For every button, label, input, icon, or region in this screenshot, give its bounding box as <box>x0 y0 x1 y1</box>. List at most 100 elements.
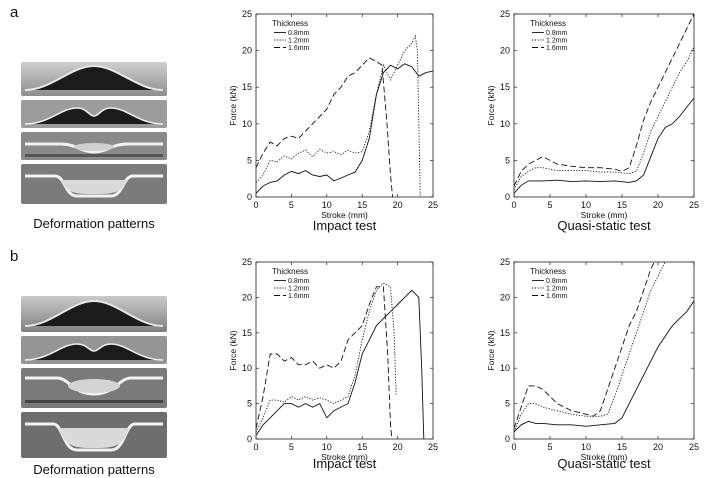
plot-frame <box>513 13 695 198</box>
y-tick-label: 20 <box>242 292 252 302</box>
impact-test-chart-a: 0 5 10 15 20 25 0 5 10 15 20 25 Stroke (mm) Force (kN… <box>228 9 438 233</box>
x-tick-label: 15 <box>617 200 627 210</box>
x-tick-label: 15 <box>617 442 627 452</box>
x-axis-label: Stroke (mm) <box>581 452 628 462</box>
x-tick-label: 5 <box>547 442 552 452</box>
chart-caption: Quasi-static test <box>557 218 651 233</box>
photo-b1 <box>21 296 167 332</box>
legend-entry: 1.2mm <box>546 286 568 293</box>
legend-entry: 1.6mm <box>546 293 568 300</box>
photo-b4 <box>21 412 167 458</box>
legend-title: Thickness <box>530 267 566 276</box>
photo-a2 <box>21 100 167 128</box>
legend-entry: 0.8mm <box>546 278 568 285</box>
y-tick-label: 20 <box>500 46 510 56</box>
legend-title: Thickness <box>272 267 308 276</box>
y-tick-label: 20 <box>242 46 252 56</box>
legend-entry: 1.2mm <box>546 38 568 45</box>
plot-frame <box>513 261 695 440</box>
x-tick-label: 15 <box>357 442 367 452</box>
y-tick-label: 25 <box>242 257 252 267</box>
x-tick-label: 20 <box>653 200 663 210</box>
legend-entry: 1.6mm <box>546 45 568 52</box>
photo-a1 <box>21 62 167 96</box>
y-tick-label: 15 <box>242 328 252 338</box>
plot-frame <box>255 261 434 440</box>
x-tick-label: 25 <box>689 200 699 210</box>
y-tick-label: 0 <box>505 192 510 202</box>
x-axis-label: Stroke (mm) <box>321 452 368 462</box>
y-tick-label: 15 <box>500 82 510 92</box>
series-line-1-2mm <box>256 34 421 197</box>
panel-letter-a: a <box>10 4 19 21</box>
x-tick-label: 10 <box>322 442 332 452</box>
x-tick-label: 25 <box>428 200 438 210</box>
x-tick-label: 20 <box>653 442 663 452</box>
deformation-photos-a <box>21 62 167 204</box>
x-tick-label: 25 <box>428 442 438 452</box>
plot-frame <box>255 13 434 198</box>
y-tick-label: 10 <box>500 119 510 129</box>
x-tick-label: 0 <box>511 442 516 452</box>
chart-caption: Impact test <box>313 218 377 233</box>
x-tick-label: 0 <box>253 442 258 452</box>
y-tick-label: 20 <box>500 292 510 302</box>
x-tick-label: 10 <box>581 442 591 452</box>
y-tick-label: 15 <box>242 82 252 92</box>
series-line-1-6mm <box>514 14 694 187</box>
x-tick-label: 10 <box>322 200 332 210</box>
y-tick-label: 10 <box>500 363 510 373</box>
x-tick-label: 20 <box>393 200 403 210</box>
chart-caption: Impact test <box>313 456 377 471</box>
y-tick-label: 5 <box>247 155 252 165</box>
legend-entry: 1.2mm <box>288 38 310 45</box>
y-tick-label: 5 <box>505 155 510 165</box>
y-tick-label: 15 <box>500 328 510 338</box>
y-tick-label: 10 <box>242 363 252 373</box>
y-axis-label: Force (kN) <box>486 330 496 370</box>
y-axis-label: Force (kN) <box>486 85 496 125</box>
photos-caption-b: Deformation patterns <box>33 462 155 477</box>
y-tick-label: 5 <box>247 399 252 409</box>
legend-title: Thickness <box>530 19 566 28</box>
x-tick-label: 5 <box>289 442 294 452</box>
series-line-1-6mm <box>256 286 393 439</box>
panel-letter-b: b <box>10 248 19 265</box>
legend-title: Thickness <box>272 19 308 28</box>
photo-a4 <box>21 164 167 204</box>
deformation-photos-b <box>21 296 167 458</box>
impact-test-chart-b: 0 5 10 15 20 25 0 5 10 15 20 25 Stroke (mm) Force (kN… <box>228 257 438 471</box>
photo-a3 <box>21 132 167 160</box>
series-line-1-6mm <box>256 57 394 197</box>
y-tick-label: 0 <box>505 434 510 444</box>
series-line-1-2mm <box>256 282 397 433</box>
series-line-0-8mm <box>514 97 694 194</box>
x-axis-label: Stroke (mm) <box>581 210 628 220</box>
y-tick-label: 25 <box>242 9 252 19</box>
x-tick-label: 25 <box>689 442 699 452</box>
y-tick-label: 10 <box>242 119 252 129</box>
x-axis-label: Stroke (mm) <box>321 210 368 220</box>
y-tick-label: 0 <box>247 192 252 202</box>
y-axis-label: Force (kN) <box>228 85 238 125</box>
photo-b3 <box>21 368 167 408</box>
y-tick-label: 0 <box>247 434 252 444</box>
x-tick-label: 0 <box>511 200 516 210</box>
series-line-1-2mm <box>514 262 666 433</box>
legend-entry: 1.6mm <box>288 293 310 300</box>
chart-caption: Quasi-static test <box>557 456 651 471</box>
legend-entry: 0.8mm <box>546 30 568 37</box>
series-line-0-8mm <box>514 300 694 433</box>
y-tick-label: 25 <box>500 9 510 19</box>
legend-entry: 0.8mm <box>288 30 310 37</box>
photo-b2 <box>21 336 167 364</box>
quasi-static-test-chart-a: 0 5 10 15 20 25 0 5 10 15 20 25 Stroke (mm) Force (kN… <box>486 9 699 233</box>
x-tick-label: 15 <box>357 200 367 210</box>
x-tick-label: 5 <box>547 200 552 210</box>
x-tick-label: 10 <box>581 200 591 210</box>
series-line-0-8mm <box>256 289 425 439</box>
legend-entry: 1.6mm <box>288 45 310 52</box>
series-line-0-8mm <box>256 63 433 194</box>
x-tick-label: 5 <box>289 200 294 210</box>
y-tick-label: 25 <box>500 257 510 267</box>
